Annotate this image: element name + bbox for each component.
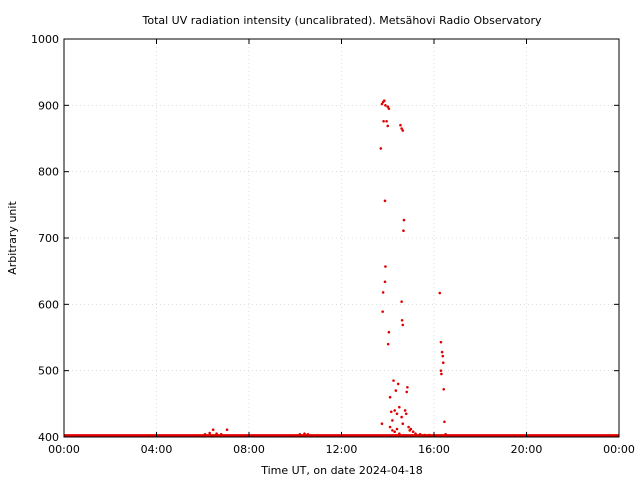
x-tick-label: 20:00 bbox=[511, 443, 543, 456]
data-point bbox=[391, 429, 394, 432]
plot-frame bbox=[63, 38, 620, 438]
x-tick-label: 04:00 bbox=[141, 443, 173, 456]
data-point bbox=[386, 342, 390, 346]
data-point bbox=[400, 318, 404, 322]
data-point bbox=[386, 124, 390, 128]
data-point bbox=[402, 218, 406, 222]
data-point bbox=[379, 147, 383, 150]
chart-title: Total UV radiation intensity (uncalibrat… bbox=[142, 14, 542, 27]
data-point bbox=[306, 433, 310, 436]
data-point bbox=[203, 433, 207, 436]
data-point bbox=[384, 265, 387, 268]
data-point bbox=[382, 119, 385, 123]
data-point bbox=[393, 430, 396, 433]
data-point bbox=[440, 350, 444, 354]
x-tick-label: 16:00 bbox=[418, 443, 450, 456]
data-point bbox=[389, 410, 393, 414]
data-point bbox=[401, 323, 405, 327]
data-point bbox=[388, 425, 392, 429]
x-tick-label: 00:00 bbox=[603, 443, 635, 456]
data-point bbox=[387, 330, 391, 334]
data-point bbox=[381, 310, 384, 313]
data-point bbox=[386, 105, 390, 108]
data-point bbox=[411, 430, 415, 433]
data-point bbox=[439, 369, 443, 372]
data-point bbox=[428, 433, 431, 437]
y-tick-label: 700 bbox=[38, 232, 59, 245]
data-point bbox=[438, 291, 442, 295]
data-point bbox=[405, 390, 409, 394]
data-point bbox=[388, 395, 392, 399]
data-point bbox=[399, 123, 402, 127]
data-point bbox=[403, 409, 407, 412]
data-point bbox=[441, 361, 445, 365]
data-point bbox=[395, 412, 399, 416]
data-point bbox=[400, 415, 403, 419]
data-point bbox=[400, 127, 403, 130]
data-point bbox=[406, 385, 409, 389]
data-point bbox=[404, 412, 408, 416]
data-point bbox=[440, 372, 443, 376]
data-point bbox=[443, 420, 446, 424]
data-point bbox=[391, 419, 394, 422]
data-point bbox=[383, 280, 387, 284]
data-point bbox=[414, 432, 417, 435]
data-point bbox=[401, 129, 405, 132]
data-point bbox=[383, 199, 387, 203]
data-point bbox=[380, 102, 384, 106]
data-point bbox=[219, 433, 223, 436]
data-point bbox=[398, 405, 401, 409]
data-point bbox=[441, 354, 445, 358]
data-point bbox=[396, 382, 400, 386]
data-point bbox=[303, 432, 306, 435]
data-point bbox=[384, 104, 387, 107]
data-point bbox=[380, 422, 384, 426]
data-point bbox=[418, 433, 422, 436]
data-point bbox=[401, 422, 405, 426]
data-point bbox=[385, 119, 388, 123]
data-point bbox=[402, 229, 405, 233]
y-tick-label: 900 bbox=[38, 99, 59, 112]
y-tick-label: 1000 bbox=[31, 33, 59, 46]
data-point bbox=[400, 300, 403, 303]
x-tick-label: 12:00 bbox=[326, 443, 358, 456]
data-point bbox=[215, 432, 218, 435]
x-axis-label: Time UT, on date 2024-04-18 bbox=[260, 464, 423, 477]
data-point bbox=[393, 409, 396, 412]
axis-ticks: 00:00 04:00 08:00 12:00 16:00 20:00 00:0040050… bbox=[31, 33, 635, 456]
data-point bbox=[409, 427, 413, 431]
data-point bbox=[387, 107, 391, 110]
data-point bbox=[211, 428, 215, 432]
data-point bbox=[444, 433, 447, 436]
data-point bbox=[423, 433, 427, 437]
data-point bbox=[398, 432, 401, 435]
data-point bbox=[298, 433, 302, 436]
grid-lines bbox=[64, 39, 619, 437]
y-tick-label: 600 bbox=[38, 298, 59, 311]
data-point bbox=[381, 291, 385, 294]
data-point bbox=[225, 428, 229, 432]
x-tick-label: 00:00 bbox=[48, 443, 80, 456]
data-point bbox=[407, 425, 410, 429]
data-point bbox=[392, 379, 395, 382]
y-axis-label: Arbitrary unit bbox=[6, 201, 19, 275]
data-point bbox=[394, 389, 398, 392]
y-tick-label: 400 bbox=[38, 431, 59, 444]
data-point bbox=[442, 387, 446, 391]
data-point bbox=[208, 431, 211, 435]
x-tick-label: 08:00 bbox=[233, 443, 265, 456]
data-point bbox=[382, 99, 386, 102]
y-tick-label: 500 bbox=[38, 365, 59, 378]
data-point bbox=[395, 427, 399, 431]
data-point bbox=[439, 340, 443, 344]
y-tick-label: 800 bbox=[38, 166, 59, 179]
